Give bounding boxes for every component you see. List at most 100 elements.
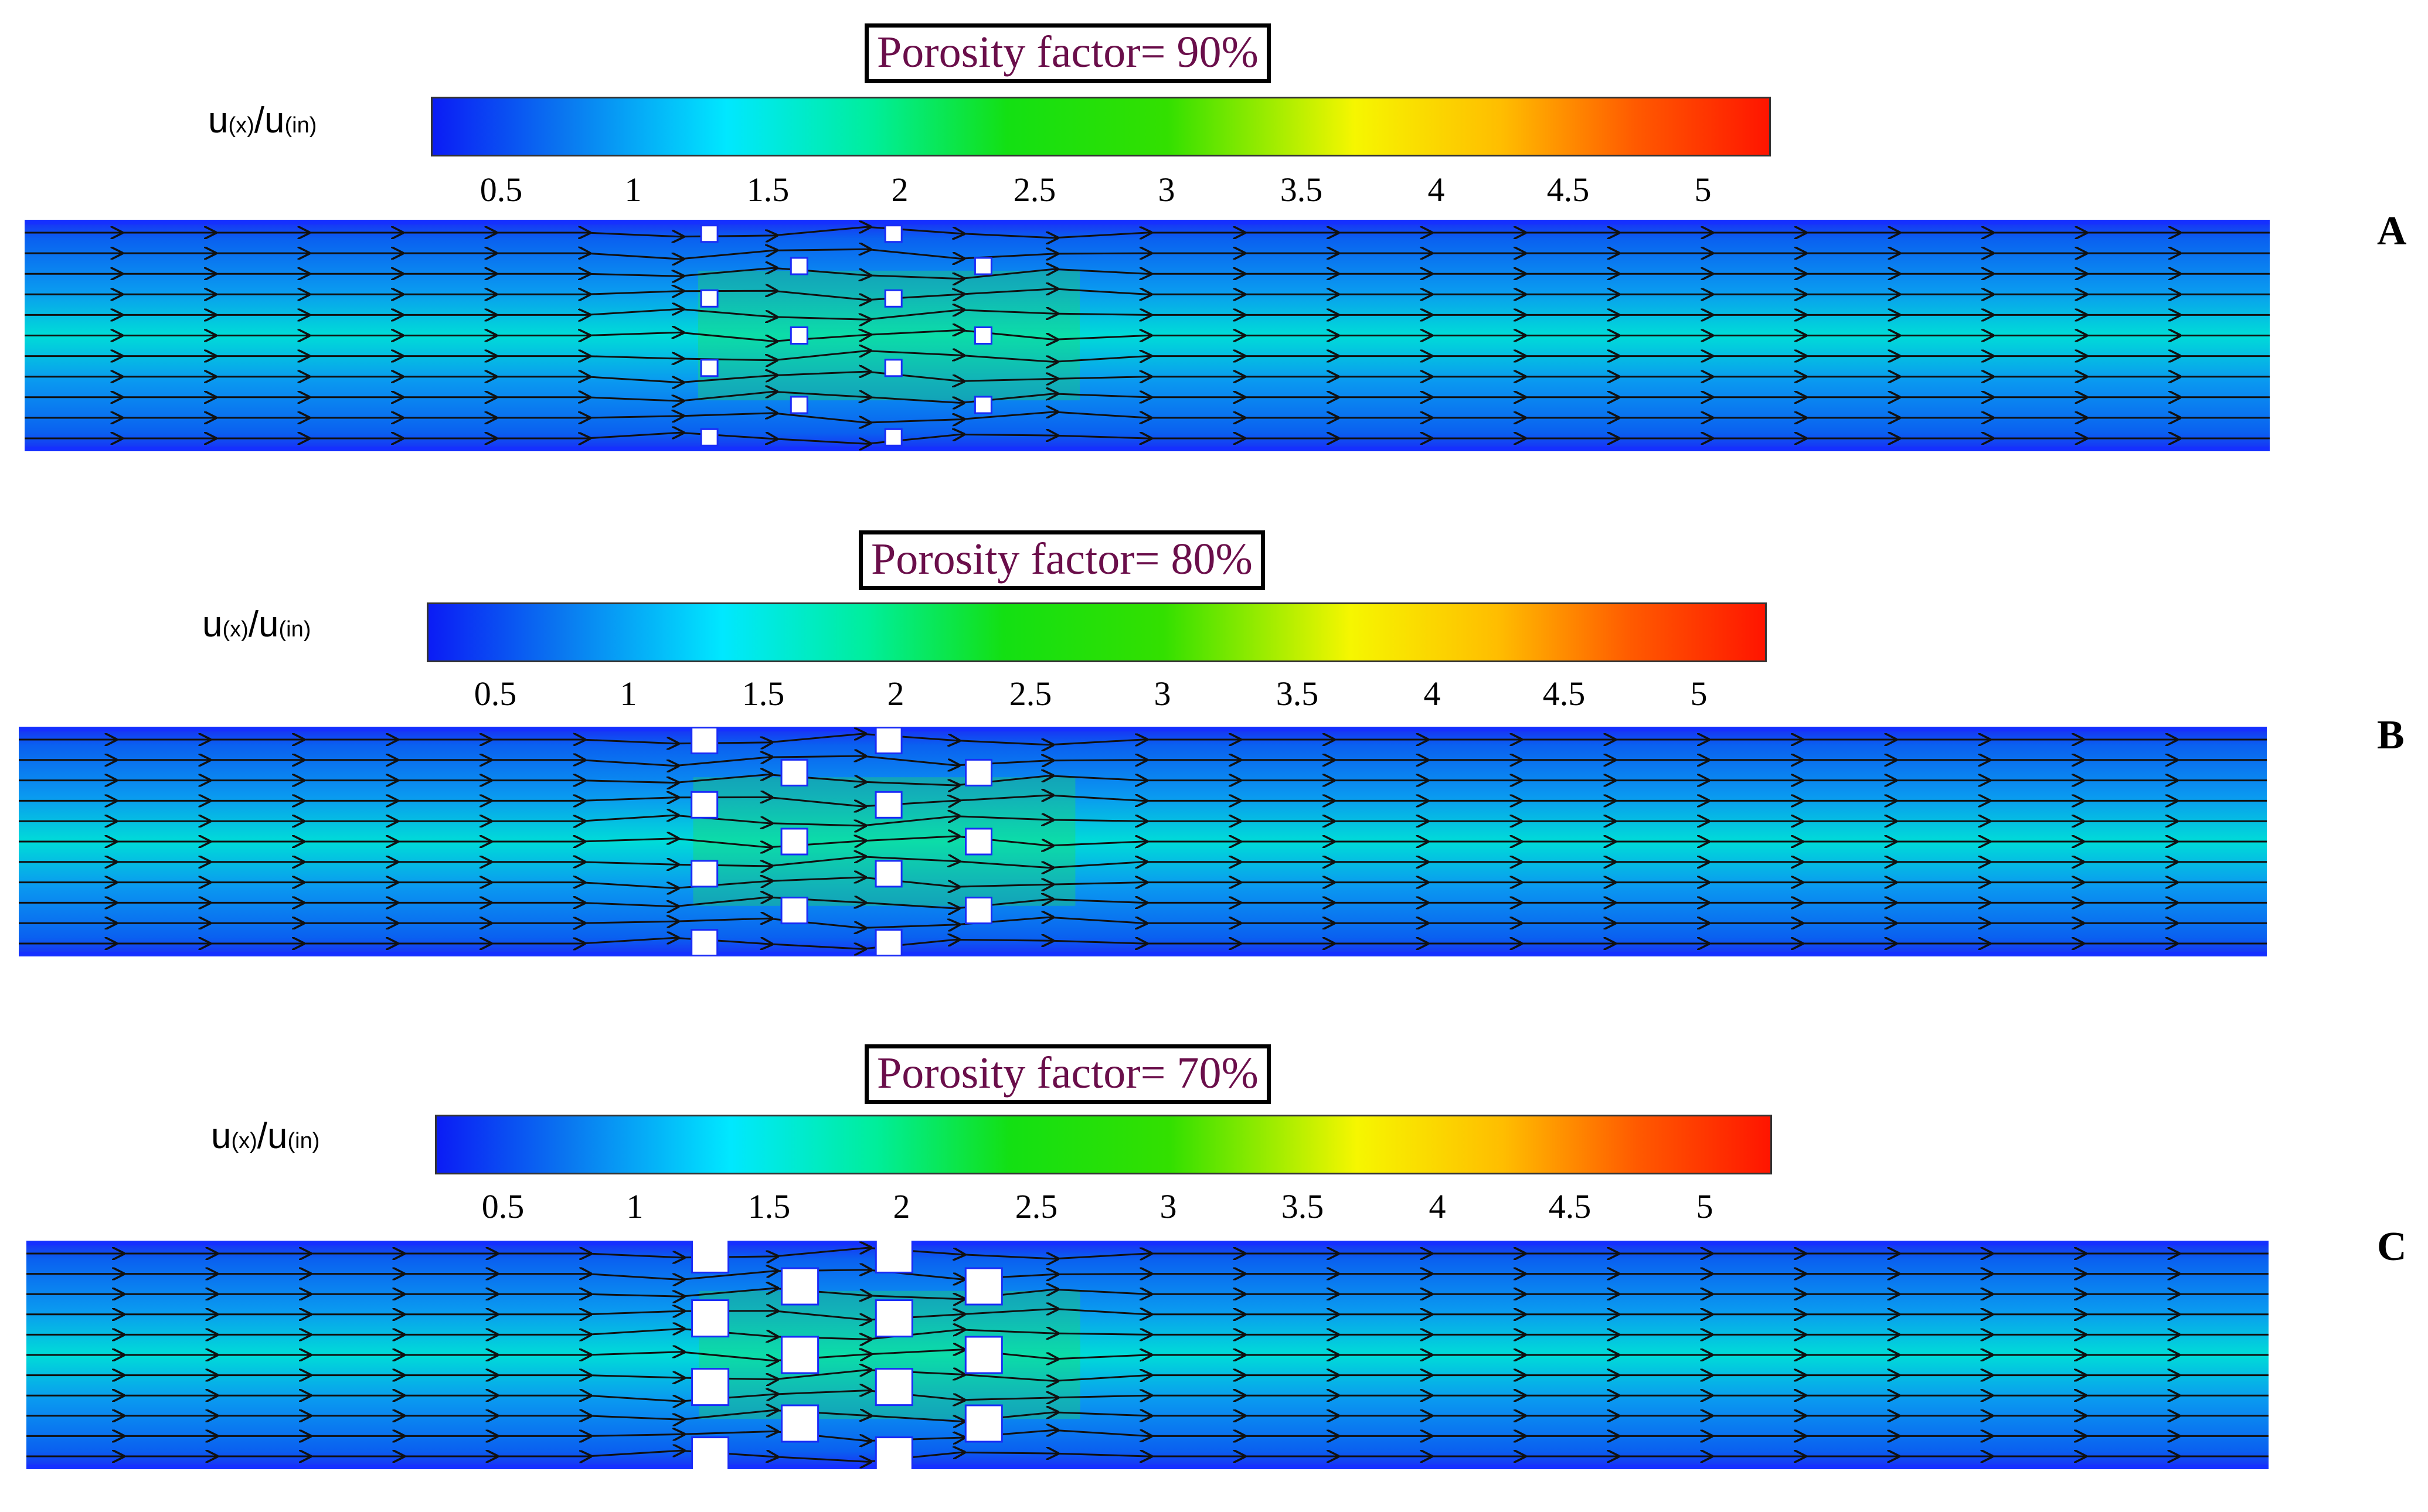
streamline xyxy=(19,815,2267,826)
panel-b: Porosity factor= 80% u(x)/u(in) 0.5 1 1.… xyxy=(0,507,2428,999)
obstacle xyxy=(790,257,808,275)
tick-label: 3 xyxy=(1158,171,1175,209)
panel-label: B xyxy=(2377,713,2405,758)
streamline xyxy=(26,1450,2269,1462)
streamline xyxy=(19,795,2267,806)
panel-label: A xyxy=(2377,209,2407,254)
tick-label: 5 xyxy=(1690,675,1708,713)
tick-label: 4 xyxy=(1423,675,1441,713)
obstacle xyxy=(884,359,903,377)
streamline xyxy=(26,1288,2269,1299)
tick-label: 2 xyxy=(891,171,909,209)
obstacle xyxy=(781,1404,819,1443)
obstacle xyxy=(965,897,992,925)
streamline xyxy=(25,268,2270,278)
obstacle xyxy=(691,1299,730,1338)
obstacle xyxy=(700,428,719,447)
obstacle xyxy=(875,1241,913,1273)
colorbar xyxy=(431,97,1771,156)
obstacle xyxy=(700,224,719,243)
streamline xyxy=(25,391,2270,403)
obstacle xyxy=(875,791,903,819)
flow-domain xyxy=(26,1241,2269,1469)
streamline xyxy=(19,756,2267,766)
obstacle xyxy=(790,326,808,345)
streamline xyxy=(26,1270,2269,1280)
tick-label: 3.5 xyxy=(1276,675,1319,713)
tick-label: 0.5 xyxy=(480,171,523,209)
obstacle xyxy=(875,1299,913,1338)
obstacle xyxy=(700,289,719,308)
tick-label: 4.5 xyxy=(1542,675,1586,713)
tick-label: 0.5 xyxy=(474,675,517,713)
obstacle xyxy=(964,1336,1003,1374)
flow-domain xyxy=(25,220,2270,451)
streamline xyxy=(26,1410,2269,1421)
tick-label: 3 xyxy=(1154,675,1171,713)
flow-field xyxy=(25,220,2270,451)
tick-label: 4 xyxy=(1427,171,1445,209)
streamline xyxy=(25,412,2270,423)
porosity-title: Porosity factor= 80% xyxy=(859,530,1265,590)
obstacle xyxy=(691,1241,730,1273)
colorbar-label: u(x)/u(in) xyxy=(202,604,311,645)
channel-bottom-wall xyxy=(25,447,2270,451)
streamline xyxy=(26,1309,2269,1320)
streamline xyxy=(19,917,2267,928)
obstacle xyxy=(875,727,903,754)
tick-label: 1.5 xyxy=(742,675,785,713)
tick-label: 5 xyxy=(1696,1187,1713,1225)
panel-a: Porosity factor= 90% u(x)/u(in) 0.5 1 1.… xyxy=(0,0,2428,492)
tick-label: 1 xyxy=(620,675,637,713)
tick-label: 3.5 xyxy=(1280,171,1323,209)
tick-label: 3.5 xyxy=(1281,1187,1324,1225)
obstacle xyxy=(884,224,903,243)
flow-field xyxy=(19,727,2267,956)
tick-label: 5 xyxy=(1694,171,1712,209)
streamline xyxy=(26,1248,2269,1259)
obstacle xyxy=(780,897,808,925)
streamline xyxy=(19,775,2267,785)
streamline xyxy=(19,877,2267,888)
channel-top-wall xyxy=(19,727,2267,731)
streamline xyxy=(25,433,2270,444)
streamline xyxy=(19,938,2267,949)
obstacle xyxy=(780,827,808,856)
tick-label: 2 xyxy=(887,675,904,713)
obstacle xyxy=(964,1404,1003,1443)
streamline xyxy=(26,1391,2269,1402)
obstacle xyxy=(691,1436,730,1469)
tick-label: 2 xyxy=(893,1187,910,1225)
obstacle xyxy=(875,1436,913,1469)
colorbar xyxy=(435,1115,1772,1174)
porosity-title: Porosity factor= 70% xyxy=(865,1044,1271,1104)
streamline xyxy=(26,1350,2269,1361)
obstacle xyxy=(974,396,992,414)
streamline xyxy=(25,372,2270,383)
tick-label: 1 xyxy=(624,171,642,209)
panel-label: C xyxy=(2377,1224,2407,1269)
channel-top-wall xyxy=(25,220,2270,224)
channel-bottom-wall xyxy=(19,952,2267,956)
obstacle xyxy=(781,1267,819,1306)
tick-label: 2.5 xyxy=(1015,1187,1058,1225)
obstacle xyxy=(691,860,719,888)
streamline xyxy=(25,309,2270,319)
obstacle xyxy=(875,860,903,888)
obstacle xyxy=(790,396,808,414)
obstacle xyxy=(965,758,992,786)
flow-domain xyxy=(19,727,2267,956)
obstacle xyxy=(780,758,808,786)
tick-label: 1 xyxy=(626,1187,644,1225)
obstacle xyxy=(974,257,992,275)
streamline xyxy=(25,249,2270,259)
streamline xyxy=(26,1370,2269,1381)
tick-label: 3 xyxy=(1159,1187,1177,1225)
colorbar-label: u(x)/u(in) xyxy=(211,1116,320,1156)
obstacle xyxy=(875,1368,913,1407)
tick-label: 1.5 xyxy=(747,1187,791,1225)
obstacle xyxy=(781,1336,819,1374)
obstacle xyxy=(691,1368,730,1407)
obstacle xyxy=(691,929,719,956)
porosity-title: Porosity factor= 90% xyxy=(865,23,1271,83)
